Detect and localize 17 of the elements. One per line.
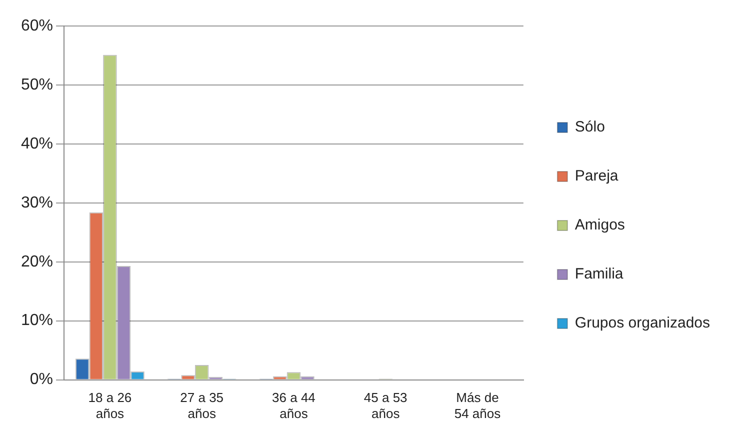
- x-tick-label: 27 a 35 años: [180, 390, 224, 421]
- legend-label: Grupos organizados: [574, 314, 710, 332]
- x-tick-label: 36 a 44 años: [272, 390, 316, 421]
- legend-label: Sólo: [574, 118, 605, 136]
- legend-label: Amigos: [574, 216, 625, 234]
- y-tick-label: 10%: [20, 312, 54, 330]
- y-tick-label: 30%: [20, 194, 54, 212]
- x-tick-label: 45 a 53 años: [364, 390, 408, 421]
- y-tick-label: 0%: [30, 371, 54, 388]
- x-tick-label: Más de 54 años: [454, 390, 502, 421]
- y-tick-label: 20%: [20, 253, 54, 270]
- y-tick-label: 60%: [20, 17, 54, 34]
- y-tick-label: 40%: [20, 135, 54, 152]
- legend-label: Pareja: [574, 168, 619, 185]
- x-tick-label: 18 a 26 años: [88, 390, 132, 421]
- legend-label: Familia: [574, 266, 624, 283]
- y-tick-label: 50%: [20, 76, 54, 94]
